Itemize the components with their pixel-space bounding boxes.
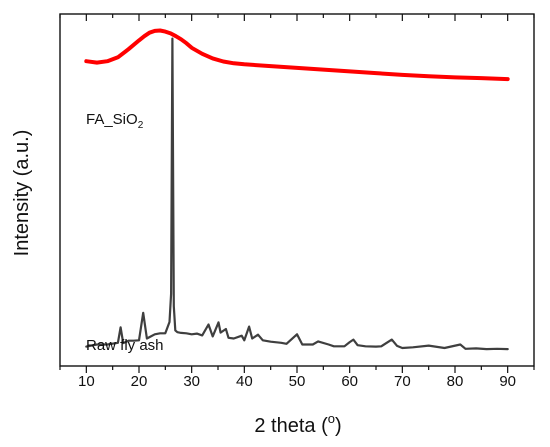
x-tick-label: 60 — [341, 373, 358, 390]
x-axis-label-superscript: o — [328, 411, 335, 426]
series-line-raw-fly-ash — [85, 37, 509, 351]
x-tick-label: 70 — [394, 373, 411, 390]
x-tick-label: 90 — [499, 373, 516, 390]
label-layer: FA_SiO2 Raw fly ash 2 theta (o) Intensit… — [11, 111, 342, 437]
y-axis-label: Intensity (a.u.) — [11, 130, 33, 257]
x-axis-label: 2 theta (o) — [254, 411, 341, 437]
series-label-fa-sio2-main: FA_SiO — [86, 111, 138, 128]
series-label-raw-fly-ash: Raw fly ash — [86, 337, 164, 354]
x-tick-label: 30 — [183, 373, 200, 390]
series-label-fa-sio2-subscript: 2 — [138, 120, 144, 131]
series-line-fa-sio2 — [84, 28, 510, 82]
x-tick-label: 80 — [447, 373, 464, 390]
tick-layer: 10 20 30 40 50 60 70 80 90 — [59, 14, 535, 390]
plot-layer — [84, 28, 510, 351]
x-tick-label: 50 — [289, 373, 306, 390]
series-label-fa-sio2: FA_SiO2 — [86, 111, 144, 131]
x-axis-label-main: 2 theta ( — [254, 415, 328, 437]
x-tick-label: 40 — [236, 373, 253, 390]
x-axis-label-tail: ) — [335, 415, 342, 437]
x-tick-label: 10 — [78, 373, 95, 390]
plot-frame — [59, 13, 535, 367]
x-tick-label: 20 — [131, 373, 148, 390]
